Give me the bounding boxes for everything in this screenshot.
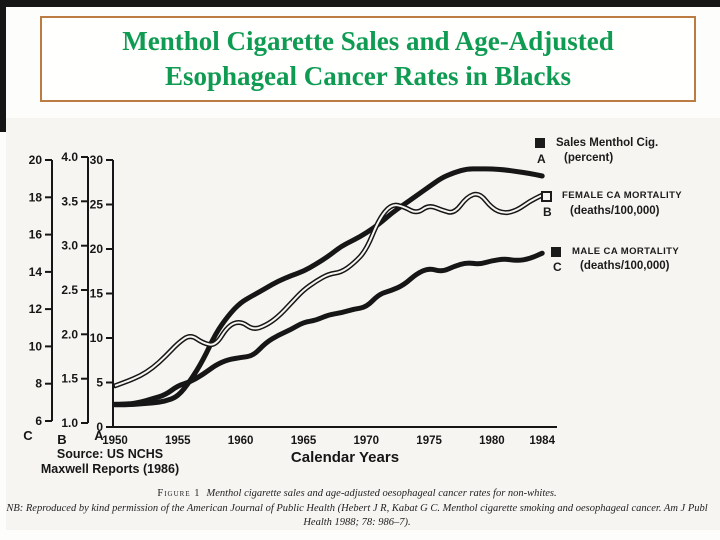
y-tick-label-A: 25: [90, 198, 104, 212]
y-axis-letter-C: C: [23, 428, 33, 443]
y-tick-label-B: 1.5: [61, 372, 78, 386]
y-tick-label-C: 20: [29, 153, 43, 167]
y-tick-label-C: 8: [35, 377, 42, 391]
figure-caption: Figure 1 Menthol cigarette sales and age-…: [0, 488, 714, 499]
slide-title-line1: Menthol Cigarette Sales and Age-Adjusted: [122, 25, 614, 56]
y-tick-label-A: 10: [90, 331, 104, 345]
y-tick-label-B: 3.0: [61, 239, 78, 253]
legend-item-female: FEMALE CA MORTALITY B (deaths/100,000): [541, 190, 682, 219]
y-tick-label-C: 14: [29, 265, 43, 279]
series-line-female-inner: [114, 193, 543, 387]
x-tick-label: 1975: [416, 435, 442, 447]
figure-caption-text: Menthol cigarette sales and age-adjusted…: [206, 488, 557, 499]
filled-square-icon: [551, 247, 561, 257]
y-tick-label-C: 10: [29, 339, 43, 353]
y-tick-label-C: 16: [29, 228, 43, 242]
slide-title-line2: Esophageal Cancer Rates in Blacks: [164, 61, 572, 91]
chart-scan-area: [6, 118, 720, 530]
x-axis-title: Calendar Years: [290, 449, 400, 466]
filled-square-icon: [535, 138, 545, 148]
x-tick-label: 1960: [228, 435, 254, 447]
y-axis-letter-A: A: [94, 428, 104, 443]
y-tick-label-B: 1.0: [61, 416, 78, 430]
x-tick-label: 1950: [102, 435, 128, 447]
x-tick-label: 1955: [165, 435, 191, 447]
y-tick-label-C: 12: [29, 302, 43, 316]
y-tick-label-B: 2.0: [61, 327, 78, 341]
y-tick-label-B: 2.5: [61, 283, 78, 297]
y-tick-label-A: 15: [90, 287, 104, 301]
y-tick-label-A: 5: [96, 376, 103, 390]
figure-label: Figure 1: [157, 488, 201, 499]
y-tick-label-B: 4.0: [61, 150, 78, 164]
legend-female-units: (deaths/100,000): [570, 205, 660, 217]
series-line-female: [112, 191, 545, 389]
legend-male-units: (deaths/100,000): [580, 260, 670, 272]
y-tick-label-B: 3.5: [61, 194, 78, 208]
legend-sales-label: Sales Menthol Cig.: [556, 137, 659, 149]
y-axis-letter-B: B: [57, 432, 66, 447]
x-tick-label: 1970: [354, 435, 380, 447]
series-line-sales: [112, 166, 545, 408]
source-note: Source: US NCHS Maxwell Reports (1986): [24, 447, 196, 477]
legend-male-letter: C: [553, 260, 562, 274]
top-border-bar: [0, 0, 720, 7]
y-tick-label-A: 30: [90, 153, 104, 167]
y-tick-label-A: 0: [96, 420, 103, 434]
legend-item-sales: Sales Menthol Cig. A (percent): [535, 137, 658, 166]
source-line1: Source: US NCHS: [56, 447, 164, 461]
source-line2: Maxwell Reports (1986): [40, 461, 180, 476]
y-tick-label-A: 20: [90, 242, 104, 256]
legend-male-label: MALE CA MORTALITY: [572, 246, 680, 257]
legend-sales-letter: A: [537, 152, 546, 166]
x-tick-label: 1980: [479, 435, 505, 447]
legend-sales-units: (percent): [564, 152, 614, 164]
y-tick-label-C: 18: [29, 190, 43, 204]
legend-item-male: MALE CA MORTALITY C (deaths/100,000): [551, 246, 679, 274]
y-tick-label-C: 6: [35, 414, 42, 428]
legend-female-letter: B: [543, 205, 552, 219]
open-square-icon: [541, 191, 552, 202]
title-box: Menthol Cigarette Sales and Age-Adjusted…: [40, 16, 696, 102]
x-tick-label: 1965: [291, 435, 317, 447]
left-border-bar: [0, 0, 6, 132]
x-tick-label: 1984: [529, 435, 555, 447]
legend-female-label: FEMALE CA MORTALITY: [562, 190, 683, 201]
nb-permission-note: NB: Reproduced by kind permission of the…: [6, 503, 708, 528]
